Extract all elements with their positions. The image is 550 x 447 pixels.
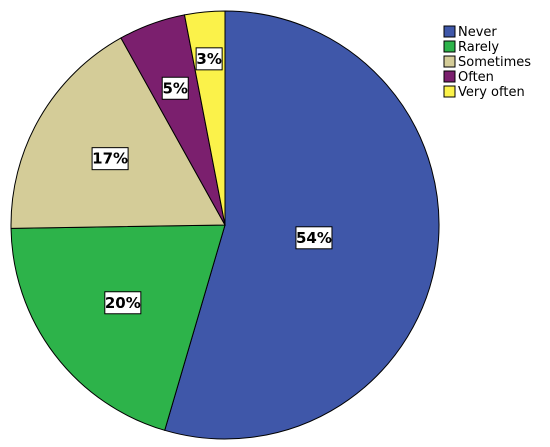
slice-label-text-sometimes: 17% (92, 150, 128, 168)
legend-item-rarely: Rarely (443, 40, 499, 55)
pie-slice-sometimes (10, 37, 226, 229)
slice-label-box-never (295, 226, 333, 250)
slice-labels: 54% 20% 17% 5% 3% (91, 47, 333, 315)
slice-label-very-often: 3% (195, 47, 223, 71)
slice-label-often: 5% (161, 76, 189, 100)
legend-swatch-often (443, 70, 456, 83)
slice-label-box-often (161, 76, 189, 100)
pie-slice-never (164, 10, 440, 440)
pie-slices (10, 10, 440, 440)
legend-swatch-never (443, 25, 456, 38)
legend-swatch-very-often (443, 85, 456, 98)
legend-label-never: Never (458, 25, 497, 40)
slice-label-text-very-often: 3% (196, 50, 221, 68)
slice-label-box-sometimes (91, 147, 129, 171)
slice-label-text-never: 54% (296, 229, 332, 247)
legend-swatch-sometimes (443, 55, 456, 68)
legend-item-often: Often (443, 70, 494, 85)
slice-label-never: 54% (295, 226, 333, 250)
pie-slice-rarely (10, 224, 226, 431)
slice-label-box-very-often (195, 47, 223, 71)
slice-label-rarely: 20% (104, 291, 142, 315)
slice-label-box-rarely (104, 291, 142, 315)
legend-label-often: Often (458, 70, 494, 85)
slice-label-text-often: 5% (162, 79, 187, 97)
legend-swatch-rarely (443, 40, 456, 53)
legend-item-very-often: Very often (443, 85, 525, 100)
slice-label-sometimes: 17% (91, 147, 129, 171)
legend-item-sometimes: Sometimes (443, 55, 531, 70)
legend-label-rarely: Rarely (458, 40, 499, 55)
legend-label-sometimes: Sometimes (458, 55, 531, 70)
slice-label-text-rarely: 20% (105, 294, 141, 312)
legend-label-very-often: Very often (458, 85, 525, 100)
legend-item-never: Never (443, 25, 497, 40)
